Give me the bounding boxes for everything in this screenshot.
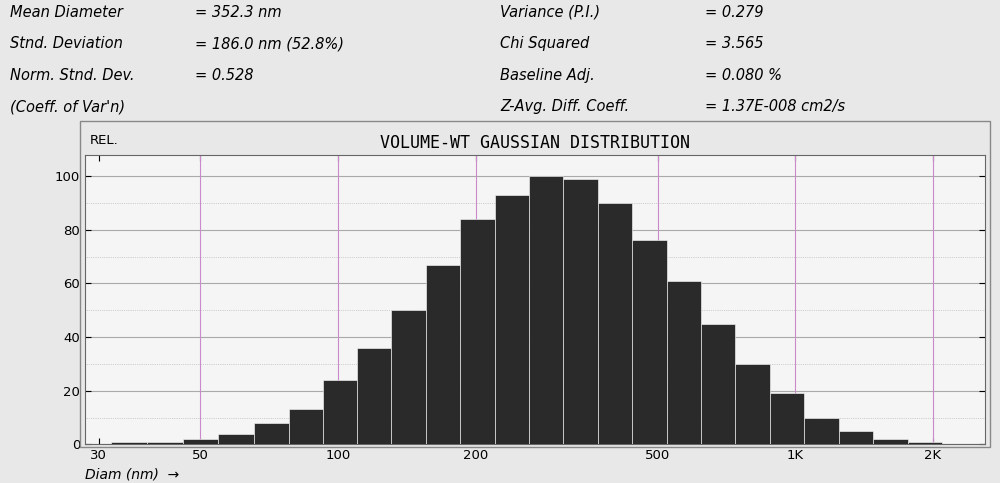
Text: Mean Diameter: Mean Diameter [10, 5, 123, 20]
Bar [839, 431, 873, 444]
Text: = 352.3 nm: = 352.3 nm [195, 5, 282, 20]
Text: = 3.565: = 3.565 [705, 36, 764, 51]
Bar [111, 441, 147, 444]
Bar [873, 439, 908, 444]
Bar [701, 324, 735, 444]
Bar [183, 439, 218, 444]
Bar [147, 441, 183, 444]
Text: Variance (P.I.): Variance (P.I.) [500, 5, 600, 20]
Bar [254, 423, 289, 444]
Text: Stnd. Deviation: Stnd. Deviation [10, 36, 123, 51]
Bar [289, 410, 323, 444]
Bar [735, 364, 770, 444]
Bar [598, 203, 632, 444]
Text: REL.: REL. [90, 134, 118, 147]
Title: VOLUME-WT GAUSSIAN DISTRIBUTION: VOLUME-WT GAUSSIAN DISTRIBUTION [380, 134, 690, 152]
Bar [563, 179, 598, 444]
Bar [323, 380, 357, 444]
X-axis label: Diam (nm)  →: Diam (nm) → [85, 468, 179, 482]
Text: = 1.37E-008 cm2/s: = 1.37E-008 cm2/s [705, 99, 845, 114]
Bar [218, 434, 254, 444]
Bar [804, 417, 839, 444]
Bar [460, 219, 495, 444]
Text: = 0.279: = 0.279 [705, 5, 764, 20]
Bar [770, 393, 804, 444]
Text: Norm. Stnd. Dev.: Norm. Stnd. Dev. [10, 68, 134, 83]
Bar [908, 441, 942, 444]
Bar [632, 241, 667, 444]
Text: Z-Avg. Diff. Coeff.: Z-Avg. Diff. Coeff. [500, 99, 629, 114]
Text: = 186.0 nm (52.8%): = 186.0 nm (52.8%) [195, 36, 344, 51]
Bar [357, 348, 391, 444]
Text: Chi Squared: Chi Squared [500, 36, 589, 51]
Bar [391, 310, 426, 444]
Bar [495, 195, 529, 444]
Text: = 0.080 %: = 0.080 % [705, 68, 782, 83]
Text: Baseline Adj.: Baseline Adj. [500, 68, 595, 83]
Text: (Coeff. of Var'n): (Coeff. of Var'n) [10, 99, 125, 114]
Bar [426, 265, 460, 444]
Bar [529, 176, 563, 444]
Bar [667, 281, 701, 444]
Text: = 0.528: = 0.528 [195, 68, 254, 83]
